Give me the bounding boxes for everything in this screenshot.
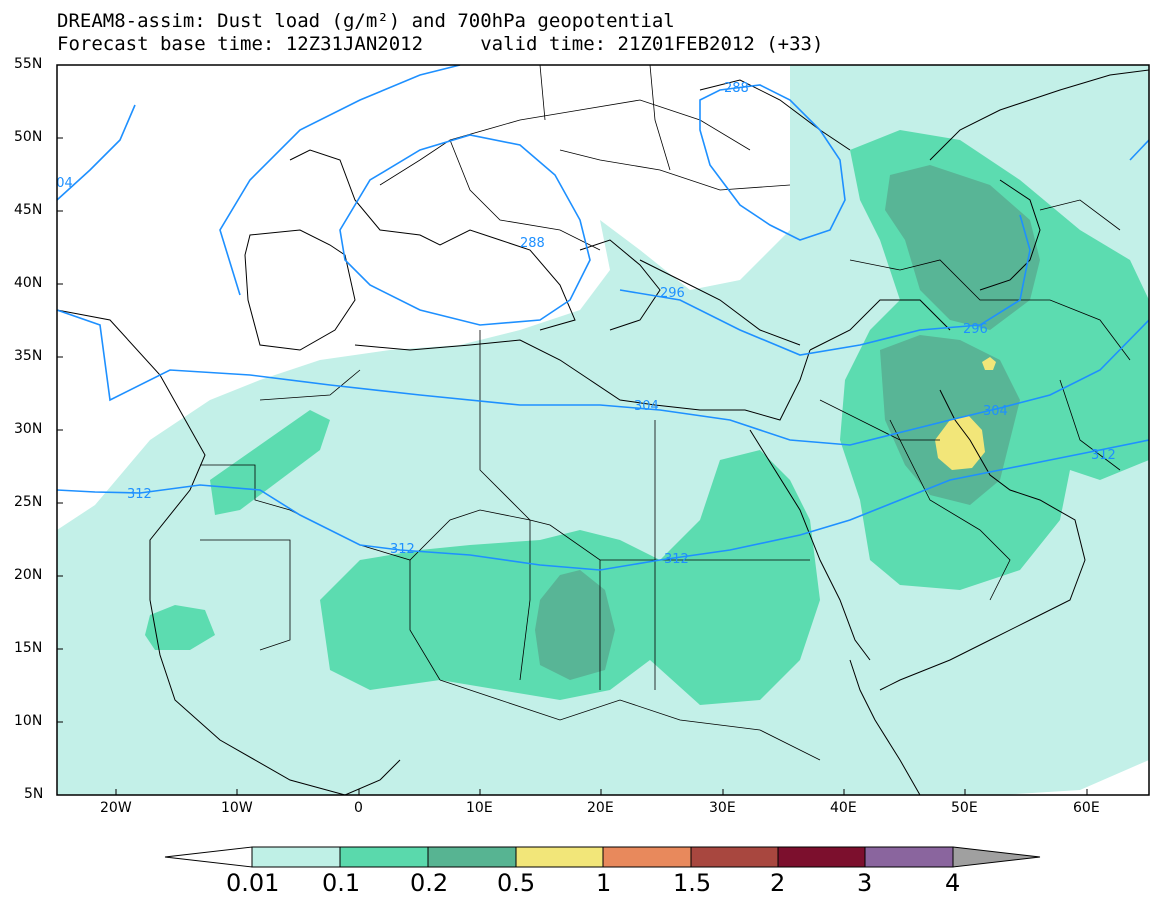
lat-label: 50N xyxy=(14,129,43,145)
lat-label: 10N xyxy=(14,713,43,729)
lat-label: 30N xyxy=(14,421,43,437)
contour-label: 304 xyxy=(983,404,1008,419)
contour-312-line-east xyxy=(1129,139,1149,161)
dust-region-peak-iran xyxy=(982,357,996,370)
lon-label: 10W xyxy=(221,800,253,816)
lat-label: 5N xyxy=(24,786,44,802)
lat-label: 15N xyxy=(14,640,43,656)
contour-label: 296 xyxy=(963,322,988,337)
colorbar-label: 4 xyxy=(945,869,961,897)
colorbar-segment xyxy=(427,846,517,868)
lat-label: 20N xyxy=(14,567,43,583)
colorbar-segment xyxy=(690,846,779,868)
chart-title: DREAM8-assim: Dust load (g/m²) and 700hP… xyxy=(57,10,675,32)
colorbar-high-arrow xyxy=(952,846,1041,868)
contour-label: 296 xyxy=(660,286,685,301)
chart-subtitle: Forecast base time: 12Z31JAN2012 valid t… xyxy=(57,33,824,55)
colorbar-segment xyxy=(864,846,954,868)
dust-region-high-chad xyxy=(535,570,615,680)
axis-ticks xyxy=(57,64,1088,795)
colorbar-label: 3 xyxy=(857,869,873,897)
contour-label: 312 xyxy=(1091,448,1116,463)
country-borders xyxy=(200,65,1131,761)
colorbar-label: 0.2 xyxy=(410,869,449,897)
contour-296-line xyxy=(219,65,461,296)
contour-312-line xyxy=(57,439,1149,571)
lat-label: 35N xyxy=(14,348,43,364)
colorbar-label: 0.5 xyxy=(497,869,536,897)
contour-label: 304 xyxy=(48,176,73,191)
colorbar-segment xyxy=(602,846,692,868)
lat-label: 25N xyxy=(14,494,43,510)
contour-label: 312 xyxy=(127,487,152,502)
dust-region-high-caspian xyxy=(885,165,1040,330)
colorbar xyxy=(164,846,1041,868)
lon-label: 10E xyxy=(466,800,493,816)
contour-label: 304 xyxy=(634,399,659,414)
colorbar-label: 0.1 xyxy=(322,869,361,897)
colorbar-label: 0.01 xyxy=(226,869,280,897)
lon-label: 50E xyxy=(951,800,978,816)
contour-label: 312 xyxy=(390,542,415,557)
colorbar-label: 2 xyxy=(770,869,786,897)
contour-296-line-east xyxy=(619,214,1031,356)
colorbar-label: 1 xyxy=(596,869,612,897)
lat-label: 40N xyxy=(14,275,43,291)
coastlines xyxy=(57,69,1149,795)
lon-label: 40E xyxy=(830,800,857,816)
lon-label: 20W xyxy=(100,800,132,816)
colorbar-low-arrow xyxy=(164,846,253,868)
contour-304-line-west xyxy=(57,104,136,201)
dust-region-peak-kuwait xyxy=(935,415,985,470)
contour-288-line xyxy=(339,134,591,326)
colorbar-segment xyxy=(515,846,604,868)
lat-label: 45N xyxy=(14,202,43,218)
lon-label: 20E xyxy=(587,800,614,816)
map-area: 288 288 296 296 304 304 304 312 312 312 … xyxy=(48,65,1149,795)
colorbar-label: 1.5 xyxy=(673,869,712,897)
contour-304-line xyxy=(57,309,1149,446)
geopotential-contours xyxy=(57,65,1149,571)
lon-label: 30E xyxy=(709,800,736,816)
colorbar-segment xyxy=(777,846,866,868)
lon-label: 0 xyxy=(354,800,363,816)
colorbar-segment xyxy=(251,846,341,868)
contour-label: 312 xyxy=(664,552,689,567)
dust-region-mid-sahel xyxy=(145,605,215,650)
contour-label: 288 xyxy=(520,236,545,251)
contour-label: 288 xyxy=(724,81,749,96)
lon-label: 60E xyxy=(1073,800,1100,816)
colorbar-segment xyxy=(339,846,429,868)
contour-label-group: 288 288 296 296 304 304 304 312 312 312 … xyxy=(48,81,1116,567)
lat-label: 55N xyxy=(14,56,43,72)
contour-288-line-north xyxy=(699,84,846,241)
